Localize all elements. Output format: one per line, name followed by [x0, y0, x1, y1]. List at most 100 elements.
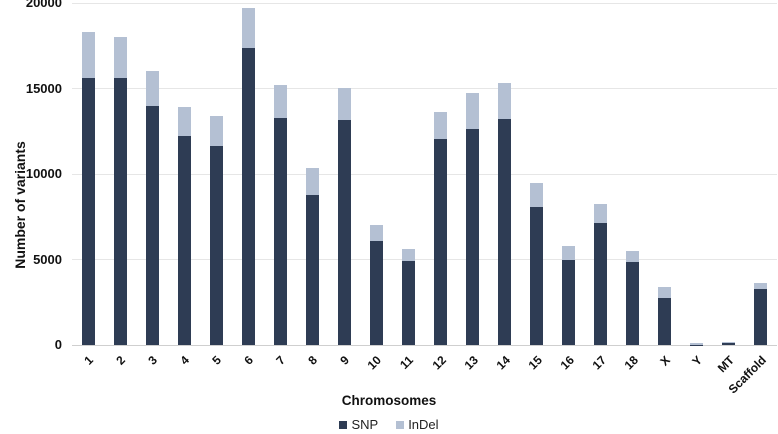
- x-axis-title: Chromosomes: [341, 393, 437, 408]
- bar-segment-indel-4: [177, 107, 191, 136]
- x-tick-label-13: 13: [461, 353, 481, 373]
- bar-segment-snp-16: [562, 259, 576, 345]
- bar-13: [466, 92, 480, 345]
- bar-Y: [690, 343, 704, 345]
- bar-17: [594, 203, 608, 345]
- bar-X: [658, 286, 672, 345]
- bar-segment-snp-6: [241, 48, 255, 345]
- bar-segment-indel-12: [434, 111, 448, 139]
- bar-4: [177, 107, 191, 345]
- bar-segment-indel-2: [113, 37, 127, 79]
- x-tick-label-MT: MT: [714, 353, 737, 376]
- x-tick-label-11: 11: [397, 353, 417, 372]
- bar-segment-indel-1: [81, 32, 95, 79]
- bar-segment-snp-9: [337, 120, 351, 345]
- bar-10: [369, 225, 383, 345]
- bar-segment-indel-15: [530, 183, 544, 207]
- x-tick-label-10: 10: [365, 353, 385, 373]
- bar-segment-indel-9: [337, 87, 351, 121]
- bar-segment-snp-Scaffold: [754, 289, 768, 345]
- bar-2: [113, 37, 127, 345]
- bar-18: [626, 250, 640, 345]
- x-tick-label-8: 8: [305, 353, 321, 368]
- bar-segment-snp-13: [466, 128, 480, 345]
- bar-segment-indel-18: [626, 250, 640, 263]
- gridline: [72, 259, 777, 260]
- bar-segment-indel-14: [498, 83, 512, 120]
- x-tick-label-2: 2: [113, 353, 129, 368]
- y-tick-label: 0: [54, 337, 62, 352]
- bar-segment-indel-Y: [690, 343, 704, 345]
- x-tick-label-9: 9: [337, 353, 353, 368]
- bar-16: [562, 245, 576, 345]
- bar-segment-snp-MT: [722, 342, 736, 345]
- gridline: [72, 173, 777, 175]
- bar-segment-indel-13: [466, 92, 480, 129]
- legend: SNP InDel: [0, 417, 778, 432]
- bar-6: [241, 8, 255, 345]
- x-tick-label-3: 3: [145, 353, 161, 368]
- bar-segment-snp-8: [305, 194, 319, 345]
- bar-segment-snp-1: [81, 78, 95, 345]
- x-tick-label-7: 7: [273, 353, 289, 368]
- bar-1: [81, 32, 95, 345]
- x-tick-label-14: 14: [493, 353, 513, 373]
- plot-area: [72, 2, 777, 346]
- bar-segment-indel-X: [658, 286, 672, 298]
- legend-label-indel: InDel: [408, 417, 439, 432]
- x-tick-label-18: 18: [621, 353, 641, 373]
- y-tick-label: 5000: [33, 251, 62, 267]
- bar-8: [305, 168, 319, 345]
- bar-Scaffold: [754, 282, 768, 345]
- x-tick-label-6: 6: [241, 353, 257, 368]
- y-tick-label: 10000: [25, 166, 62, 181]
- y-tick-label: 15000: [25, 80, 62, 96]
- bar-segment-indel-MT: [722, 341, 736, 343]
- bar-segment-indel-10: [369, 225, 383, 241]
- x-axis-line: [72, 344, 777, 346]
- bar-segment-indel-6: [241, 8, 255, 49]
- bar-segment-snp-3: [145, 105, 159, 345]
- bar-segment-snp-17: [594, 222, 608, 345]
- bar-segment-snp-2: [113, 78, 127, 345]
- bar-segment-indel-Scaffold: [754, 282, 768, 290]
- bar-7: [273, 85, 287, 345]
- bar-segment-snp-X: [658, 297, 672, 345]
- bar-segment-snp-15: [530, 206, 544, 345]
- x-tick-label-Y: Y: [689, 353, 705, 369]
- bar-segment-indel-16: [562, 245, 576, 260]
- bar-segment-snp-18: [626, 262, 640, 345]
- bar-segment-indel-17: [594, 203, 608, 223]
- bar-segment-indel-11: [401, 249, 415, 262]
- bar-3: [145, 71, 159, 345]
- bar-segment-snp-5: [209, 145, 223, 345]
- bar-segment-snp-14: [498, 119, 512, 345]
- bar-segment-snp-11: [401, 261, 415, 345]
- bar-11: [401, 249, 415, 345]
- x-tick-label-5: 5: [209, 353, 225, 368]
- legend-label-snp: SNP: [351, 417, 379, 432]
- y-tick-label: 20000: [25, 0, 62, 10]
- legend-item-snp: SNP: [339, 417, 378, 432]
- bar-segment-indel-7: [273, 85, 287, 118]
- x-tick-label-12: 12: [429, 353, 449, 373]
- y-axis-title: Number of variants: [12, 141, 28, 269]
- bar-segment-indel-3: [145, 71, 159, 106]
- bar-segment-indel-8: [305, 168, 319, 195]
- x-tick-label-X: X: [657, 353, 673, 369]
- bar-MT: [722, 341, 736, 345]
- bar-5: [209, 115, 223, 345]
- bar-segment-snp-4: [177, 135, 191, 345]
- bar-12: [434, 111, 448, 345]
- bar-segment-snp-10: [369, 240, 383, 345]
- x-tick-label-16: 16: [557, 353, 577, 373]
- gridline: [72, 2, 777, 4]
- bar-segment-indel-5: [209, 115, 223, 146]
- x-tick-label-17: 17: [589, 353, 609, 373]
- legend-item-indel: InDel: [396, 417, 439, 432]
- x-tick-label-4: 4: [177, 353, 193, 368]
- legend-swatch-indel: [396, 420, 405, 429]
- bar-segment-snp-Y: [690, 344, 704, 345]
- bar-15: [530, 183, 544, 345]
